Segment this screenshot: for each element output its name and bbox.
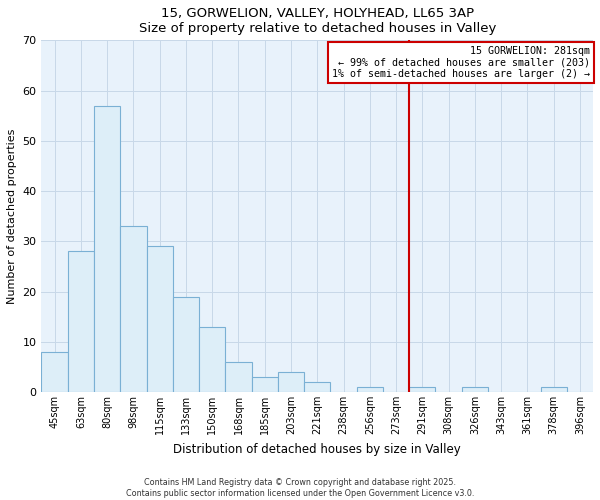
Text: Contains HM Land Registry data © Crown copyright and database right 2025.
Contai: Contains HM Land Registry data © Crown c… (126, 478, 474, 498)
Bar (356, 387, 383, 392)
Bar (541, 387, 567, 392)
Title: 15, GORWELION, VALLEY, HOLYHEAD, LL65 3AP
Size of property relative to detached : 15, GORWELION, VALLEY, HOLYHEAD, LL65 3A… (139, 7, 496, 35)
Bar (278, 372, 304, 392)
Bar (146, 246, 173, 392)
Bar (304, 382, 331, 392)
Bar (94, 106, 120, 392)
Bar (68, 252, 94, 392)
Bar (41, 352, 68, 392)
Y-axis label: Number of detached properties: Number of detached properties (7, 128, 17, 304)
Bar (409, 387, 436, 392)
Bar (251, 377, 278, 392)
Bar (226, 362, 251, 392)
Text: 15 GORWELION: 281sqm
← 99% of detached houses are smaller (203)
1% of semi-detac: 15 GORWELION: 281sqm ← 99% of detached h… (332, 46, 590, 79)
Bar (173, 296, 199, 392)
X-axis label: Distribution of detached houses by size in Valley: Distribution of detached houses by size … (173, 442, 461, 456)
Bar (199, 326, 226, 392)
Bar (462, 387, 488, 392)
Bar (120, 226, 146, 392)
